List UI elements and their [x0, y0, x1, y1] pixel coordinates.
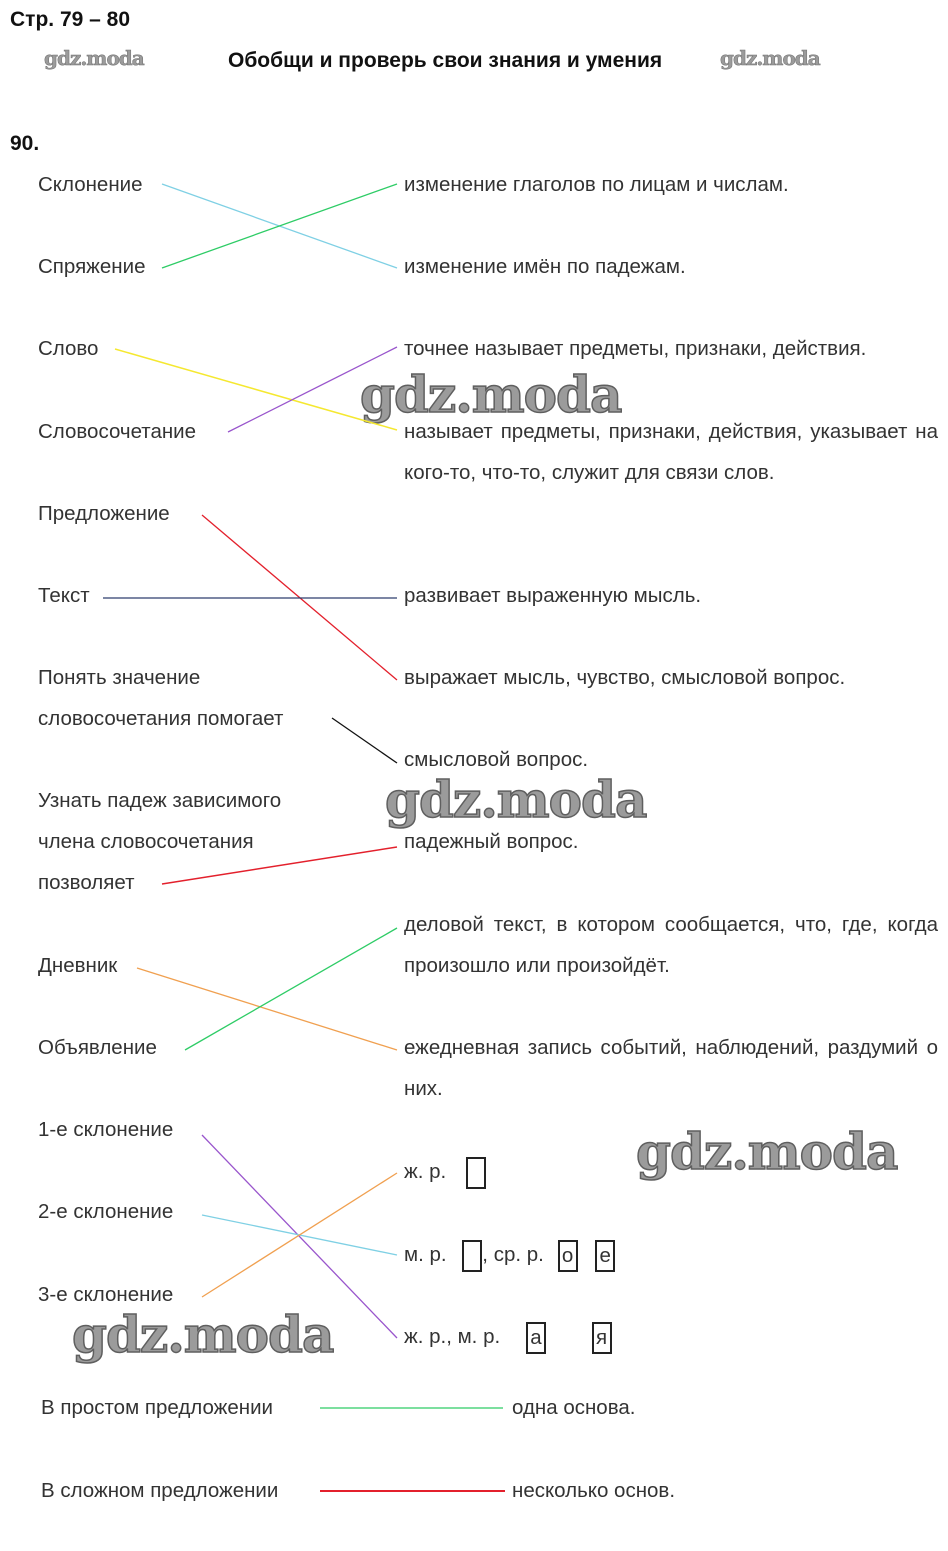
definition: изменение имён по падежам. — [404, 255, 686, 278]
watermark: gdz.moda — [384, 769, 648, 830]
definition: падежный вопрос. — [404, 830, 579, 853]
page-range: Стр. 79 – 80 — [10, 8, 131, 31]
term: Слово — [38, 337, 99, 360]
line-uznat — [161, 846, 398, 885]
term: Дневник — [38, 954, 118, 977]
definition: одна основа. — [512, 1396, 636, 1419]
line-spryazhenie — [161, 183, 398, 269]
term: В сложном предложении — [41, 1479, 279, 1502]
term: Объявление — [38, 1036, 157, 1059]
term: Понять значение — [38, 666, 201, 689]
term: Предложение — [38, 502, 170, 525]
term: Текст — [38, 584, 90, 607]
line-skl3 — [201, 1172, 398, 1298]
term: 1-е склонение — [38, 1118, 174, 1141]
definition: несколько основ. — [512, 1479, 676, 1502]
line-slovosochetanie — [227, 346, 398, 433]
term: Словосочетание — [38, 420, 197, 443]
line-dnevnik — [136, 967, 398, 1051]
ending-box: е — [595, 1239, 616, 1272]
definition: точнее называет предметы, признаки, дейс… — [404, 337, 867, 360]
gender-label: , ср. р. — [482, 1243, 544, 1266]
section-title: Обобщи и проверь свои знания и умения — [228, 49, 663, 72]
definition: смысловой вопрос. — [404, 748, 589, 771]
gender-label: ж. р., м. р. — [404, 1325, 501, 1348]
term: позволяет — [38, 871, 135, 894]
gender-row-3: ж. р., м. р. а я — [404, 1316, 616, 1357]
term: Узнать падеж зависимого — [38, 789, 282, 812]
ending-box-empty — [465, 1156, 486, 1189]
definition: называет предметы, признаки, действия, у… — [404, 420, 938, 484]
ending-box: я — [591, 1321, 612, 1354]
watermark: gdz.moda — [720, 46, 821, 71]
line-ponyat — [331, 717, 398, 764]
term: члена словосочетания — [38, 830, 254, 853]
watermark: gdz.moda — [359, 364, 623, 425]
term: 2-е склонение — [38, 1200, 174, 1223]
term: 3-е склонение — [38, 1283, 174, 1306]
definition: деловой текст, в котором сообщается, что… — [404, 913, 938, 977]
watermark: gdz.moda — [635, 1121, 899, 1182]
line-slovo — [114, 348, 398, 431]
definition: ежедневная запись событий, наблюдений, р… — [404, 1036, 938, 1100]
exercise-number: 90. — [10, 132, 40, 155]
term: В простом предложении — [41, 1396, 273, 1419]
gender-row-1: ж. р. — [404, 1151, 490, 1192]
ending-box-empty — [462, 1239, 483, 1272]
term: Спряжение — [38, 255, 146, 278]
definition: выражает мысль, чувство, смысловой вопро… — [404, 666, 846, 689]
line-obyavlenie — [184, 927, 398, 1051]
term: Склонение — [38, 173, 143, 196]
definition: развивает выраженную мысль. — [404, 584, 702, 607]
term: словосочетания помогает — [38, 707, 284, 730]
watermark: gdz.moda — [71, 1304, 335, 1365]
definition: изменение глаголов по лицам и числам. — [404, 173, 789, 196]
gender-label: м. р. — [404, 1243, 447, 1266]
gender-row-2: м. р. , ср. р. о е — [404, 1234, 619, 1275]
line-skl1 — [201, 1134, 398, 1339]
ending-box: а — [525, 1321, 546, 1354]
gender-label: ж. р. — [404, 1160, 447, 1183]
ending-box: о — [557, 1239, 578, 1272]
watermark: gdz.moda — [44, 46, 145, 71]
